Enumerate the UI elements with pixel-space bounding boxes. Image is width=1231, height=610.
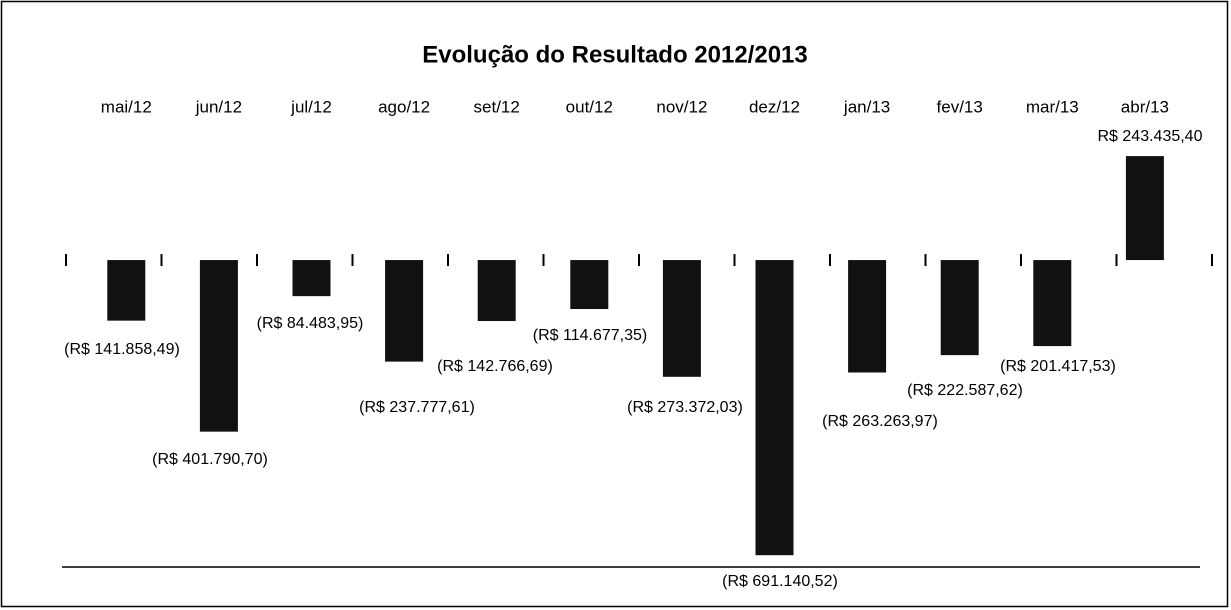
x-tick-label: set/12 bbox=[474, 97, 520, 116]
value-label: (R$ 142.766,69) bbox=[437, 358, 553, 375]
x-tick-label: out/12 bbox=[566, 97, 613, 116]
x-tick-label: mai/12 bbox=[101, 97, 152, 116]
value-label: (R$ 141.858,49) bbox=[64, 341, 180, 358]
x-tick-label: nov/12 bbox=[656, 97, 707, 116]
value-label: (R$ 201.417,53) bbox=[1000, 358, 1116, 375]
bar bbox=[755, 260, 794, 556]
bar bbox=[385, 260, 424, 362]
value-label: (R$ 263.263,97) bbox=[822, 413, 938, 430]
bar bbox=[477, 260, 516, 322]
x-tick-label: jan/13 bbox=[843, 97, 890, 116]
bar bbox=[662, 260, 701, 377]
bar bbox=[1033, 260, 1072, 347]
bar bbox=[199, 260, 238, 432]
value-label: (R$ 273.372,03) bbox=[627, 399, 743, 416]
bar bbox=[292, 260, 331, 297]
x-tick-label: abr/13 bbox=[1121, 97, 1169, 116]
bar bbox=[940, 260, 979, 356]
bar bbox=[848, 260, 887, 373]
x-tick-label: ago/12 bbox=[378, 97, 430, 116]
bar bbox=[570, 260, 609, 310]
x-tick-label: jul/12 bbox=[290, 97, 332, 116]
bar bbox=[107, 260, 146, 321]
x-tick-label: mar/13 bbox=[1026, 97, 1079, 116]
value-label: (R$ 222.587,62) bbox=[907, 382, 1023, 399]
value-label: (R$ 691.140,52) bbox=[722, 573, 838, 590]
value-label: (R$ 84.483,95) bbox=[257, 315, 364, 332]
x-tick-label: fev/13 bbox=[937, 97, 983, 116]
x-tick-label: jun/12 bbox=[195, 97, 242, 116]
value-label: (R$ 114.677,35) bbox=[533, 327, 647, 344]
value-label: R$ 243.435,40 bbox=[1098, 128, 1203, 145]
chart-title: Evolução do Resultado 2012/2013 bbox=[422, 41, 808, 68]
value-label: (R$ 401.790,70) bbox=[152, 451, 268, 468]
bar bbox=[1125, 156, 1164, 261]
x-tick-label: dez/12 bbox=[749, 97, 800, 116]
value-label: (R$ 237.777,61) bbox=[359, 399, 475, 416]
